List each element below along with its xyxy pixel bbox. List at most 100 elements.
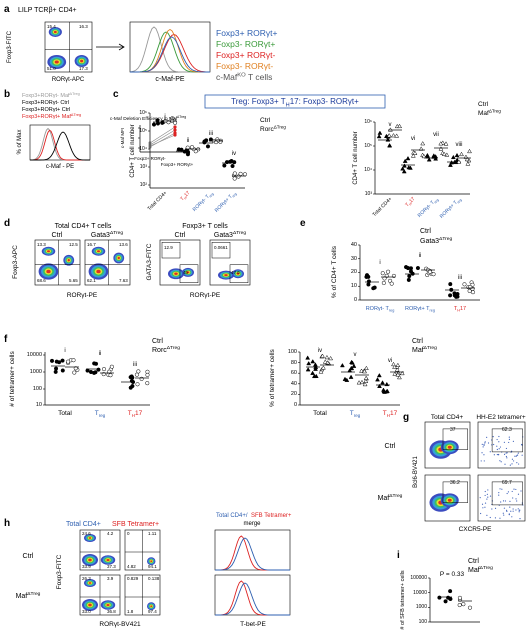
label: 10² [140,182,148,188]
event-dot [511,516,513,518]
label: 0.0661 [214,245,228,250]
event-dot [489,451,491,453]
dot [185,152,190,157]
label: Foxp3+ RORγt- [216,50,275,60]
label: TH17 [404,196,417,209]
text-part: RORγt- T [366,306,390,312]
dot [467,148,472,154]
histogram-curve [215,537,290,571]
text-part: T [128,410,132,417]
panel-letter: d [4,218,10,229]
gate [161,242,181,259]
event-dot [509,464,511,466]
event-dot [498,492,500,494]
event-dot [491,508,493,510]
text-part: Maf [16,593,28,600]
event-dot [505,455,508,458]
density-contour [447,498,452,502]
event-dot [508,438,511,441]
text-part: ΔTreg [480,565,493,571]
density-contour [47,250,50,253]
event-dot [518,511,520,513]
panel-letter: h [4,518,10,529]
label: Treg [350,410,361,418]
event-dot [505,509,508,511]
event-dot [512,460,515,462]
dot [371,286,376,291]
text-part: 17 [408,196,416,204]
label: c-Maf - PE [46,164,74,170]
event-dot [506,492,508,495]
dot [395,372,401,377]
event-dot [484,502,487,504]
dot [402,163,407,168]
density-contour [88,537,92,539]
dot [438,146,444,151]
event-dot [483,454,485,456]
dot [145,381,150,386]
dot [72,370,77,375]
label: 20 [351,269,357,275]
dot [400,166,406,171]
dot [397,123,403,129]
event-dot [515,509,517,511]
event-dot [484,442,486,444]
dot [448,589,453,594]
dot [462,282,467,287]
label: MafΔTreg [378,493,403,502]
panel-letter: c [113,89,119,100]
label: 10³ [140,164,148,170]
text-part: T [454,306,458,312]
text-part: Rorc [152,347,167,354]
event-dot [481,452,483,454]
dot [128,385,133,390]
text-part: reg [208,192,214,198]
label: 0 [354,297,357,303]
dot [426,157,432,162]
label: 100 [419,619,428,625]
dot [92,361,97,366]
text-part: ΔTreg [424,345,437,351]
gate [229,264,249,283]
label: % of CD4+ T cells [331,245,338,298]
dot [173,133,177,137]
dot [312,362,318,367]
dot [232,176,237,181]
text-part: T [95,410,99,417]
dot [441,151,447,156]
text-part: c-Maf [216,72,238,82]
dot [386,133,392,138]
event-dot [517,493,520,495]
label: vi [411,136,415,142]
event-dot [496,445,498,447]
dot [395,362,401,367]
dot [173,125,177,129]
label: 62.1 [87,278,96,283]
dot [313,366,318,371]
event-dot [521,454,523,456]
pair-line [149,132,176,148]
label: HH-E2 tetramer+ [476,414,526,421]
event-dot [512,440,514,442]
dot [377,130,383,135]
dot [136,369,141,374]
label: Foxp3+ RORγt+ [216,28,277,38]
dot [431,154,437,159]
text-part: T [404,202,410,208]
label: 16.7 [87,242,96,247]
panel-letter: b [4,89,10,100]
label: MafΔTreg [412,345,437,354]
dot [366,279,371,284]
event-dot [510,510,512,512]
label: 12.9 [164,245,173,250]
label: RORγt-BV421 [99,621,141,628]
label: 33.9 [82,564,91,569]
dot [134,372,139,377]
event-dot [499,446,502,448]
dot [470,290,476,295]
dot [459,151,464,157]
text-part: Gata3 [214,232,233,239]
label: 36.8 [107,609,116,614]
dot [145,372,150,377]
